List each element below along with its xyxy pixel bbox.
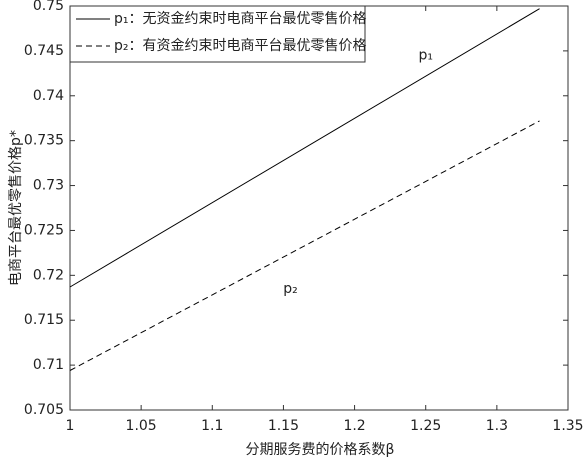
x-tick-label: 1.1 xyxy=(201,418,223,434)
y-tick-label: 0.725 xyxy=(24,222,64,238)
annotation: p₂ xyxy=(283,281,298,297)
legend-label: p₂：有资金约束时电商平台最优零售价格 xyxy=(114,38,367,54)
y-tick-label: 0.745 xyxy=(24,43,64,59)
x-tick-label: 1 xyxy=(66,418,75,434)
y-tick-label: 0.72 xyxy=(33,267,64,283)
x-tick-label: 1.35 xyxy=(552,418,583,434)
y-tick-label: 0.705 xyxy=(24,402,64,418)
y-tick-label: 0.735 xyxy=(24,133,64,149)
x-tick-label: 1.2 xyxy=(343,418,365,434)
x-tick-label: 1.3 xyxy=(486,418,508,434)
x-axis-label: 分期服务费的价格系数β xyxy=(246,442,395,458)
y-tick-label: 0.74 xyxy=(33,88,64,104)
series-line xyxy=(69,8,540,288)
y-tick-label: 0.75 xyxy=(33,0,64,14)
y-axis-label: 电商平台最优零售价格p* xyxy=(8,130,24,286)
x-tick-label: 1.25 xyxy=(410,418,441,434)
legend-label: p₁：无资金约束时电商平台最优零售价格 xyxy=(114,11,367,27)
x-tick-label: 1.15 xyxy=(268,418,299,434)
plot-frame xyxy=(69,5,569,411)
legend-box xyxy=(69,5,366,63)
annotation: p₁ xyxy=(418,47,433,63)
x-tick-label: 1.05 xyxy=(126,418,157,434)
y-tick-label: 0.71 xyxy=(33,357,64,373)
y-tick-label: 0.715 xyxy=(24,312,64,328)
series-line xyxy=(69,120,540,371)
y-tick-label: 0.73 xyxy=(33,178,64,194)
